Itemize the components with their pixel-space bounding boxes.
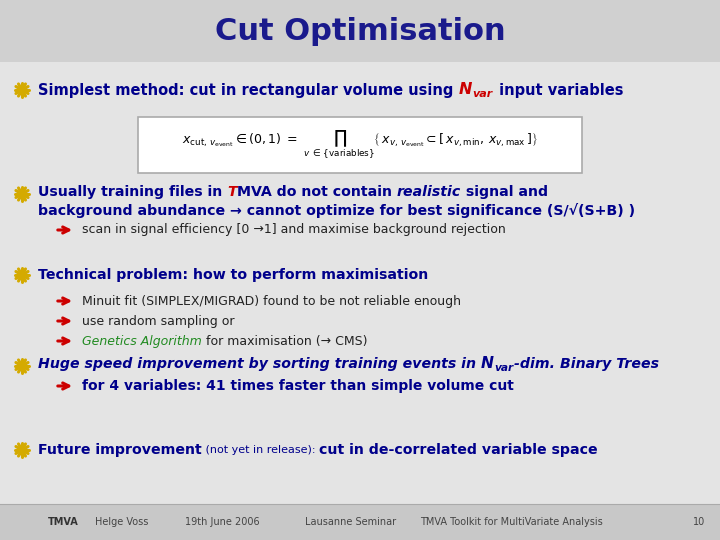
Text: realistic: realistic: [397, 185, 461, 199]
Text: Minuit fit (SIMPLEX/MIGRAD) found to be not reliable enough: Minuit fit (SIMPLEX/MIGRAD) found to be …: [82, 294, 461, 307]
Text: scan in signal efficiency [0 →1] and maximise background rejection: scan in signal efficiency [0 →1] and max…: [82, 224, 505, 237]
Text: Genetics Algorithm: Genetics Algorithm: [82, 334, 202, 348]
Circle shape: [19, 87, 24, 93]
Text: background abundance → cannot optimize for best significance (S/√(S+B) ): background abundance → cannot optimize f…: [38, 202, 635, 218]
Text: input variables: input variables: [494, 83, 624, 98]
Text: 10: 10: [693, 517, 705, 527]
Bar: [0, 62, 720, 504]
Text: var: var: [472, 89, 492, 99]
Text: var: var: [494, 363, 513, 373]
Text: T: T: [227, 185, 237, 199]
Text: TMVA Toolkit for MultiVariate Analysis: TMVA Toolkit for MultiVariate Analysis: [420, 517, 603, 527]
Text: signal and: signal and: [461, 185, 548, 199]
Bar: [0, 504, 720, 540]
Text: Cut Optimisation: Cut Optimisation: [215, 17, 505, 45]
Text: TMVA: TMVA: [48, 517, 78, 527]
Text: for maximisation (→ CMS): for maximisation (→ CMS): [202, 334, 367, 348]
Text: $x_{\mathrm{cut},\,v_{\mathrm{event}}} \in (0,1)\ =\ \prod_{v\,\in\,\{\mathrm{va: $x_{\mathrm{cut},\,v_{\mathrm{event}}} \…: [182, 129, 538, 161]
Text: cut in de-correlated variable space: cut in de-correlated variable space: [319, 443, 598, 457]
Circle shape: [19, 447, 24, 453]
Text: Huge speed improvement by sorting training events in: Huge speed improvement by sorting traini…: [38, 357, 481, 371]
FancyBboxPatch shape: [138, 117, 582, 173]
Text: N: N: [459, 83, 472, 98]
Text: (not yet in release):: (not yet in release):: [202, 445, 319, 455]
Text: Simplest method: cut in rectangular volume using: Simplest method: cut in rectangular volu…: [38, 83, 459, 98]
Circle shape: [19, 363, 24, 369]
Text: Technical problem: how to perform maximisation: Technical problem: how to perform maximi…: [38, 268, 428, 282]
Text: N: N: [481, 356, 494, 372]
Text: Helge Voss: Helge Voss: [95, 517, 148, 527]
Circle shape: [19, 272, 24, 278]
Text: Future improvement: Future improvement: [38, 443, 202, 457]
Bar: [0, 0, 720, 62]
Text: Lausanne Seminar: Lausanne Seminar: [305, 517, 396, 527]
Text: 19th June 2006: 19th June 2006: [185, 517, 260, 527]
Text: for 4 variables: 41 times faster than simple volume cut: for 4 variables: 41 times faster than si…: [82, 379, 514, 393]
Text: use random sampling or: use random sampling or: [82, 314, 235, 327]
Text: MVA do not contain: MVA do not contain: [237, 185, 397, 199]
Circle shape: [19, 191, 24, 197]
Text: Usually training files in: Usually training files in: [38, 185, 227, 199]
Text: Binary Trees: Binary Trees: [559, 357, 659, 371]
Text: -dim.: -dim.: [514, 357, 559, 371]
